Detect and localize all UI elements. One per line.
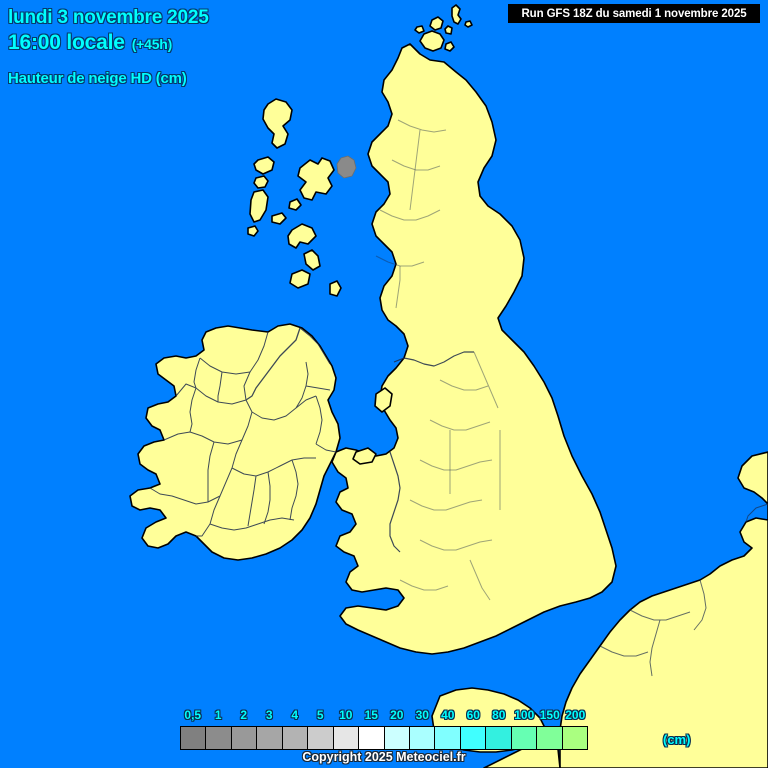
legend-swatch-5[interactable] — [308, 727, 334, 749]
land-shetland — [451, 4, 462, 25]
forecast-date: lundi 3 novembre 2025 — [8, 7, 209, 28]
legend-label-5: 5 — [316, 708, 324, 722]
legend-label-40: 40 — [441, 708, 455, 722]
land-isle-of-man — [374, 387, 393, 413]
legend-label-60: 60 — [466, 708, 480, 722]
land-barra — [247, 225, 259, 237]
legend-label-100: 100 — [514, 708, 535, 722]
land-great-britain — [331, 43, 617, 655]
land-mull — [287, 223, 317, 249]
forecast-lead-time: (+45h) — [131, 36, 173, 52]
legend-swatch-80[interactable] — [486, 727, 512, 749]
legend-label-1: 1 — [214, 708, 222, 722]
administrative-borders — [149, 119, 768, 677]
land-benbecula — [253, 175, 269, 189]
legend-label-200: 200 — [565, 708, 586, 722]
parameter-title: Hauteur de neige HD (cm) — [8, 70, 187, 87]
legend-label-3: 3 — [265, 708, 273, 722]
land-rum — [288, 198, 302, 211]
land-jura — [303, 249, 321, 271]
legend-label-20: 20 — [390, 708, 404, 722]
legend-swatch-3[interactable] — [257, 727, 283, 749]
land-lewis-harris — [262, 98, 293, 149]
land-south-uist — [249, 189, 269, 223]
forecast-time: 16:00 locale — [8, 31, 125, 54]
legend-label-30: 30 — [415, 708, 429, 722]
land-orkney-main — [419, 30, 445, 52]
legend-swatch-1[interactable] — [206, 727, 232, 749]
legend-label-0-5: 0,5 — [184, 708, 202, 722]
land-skye — [297, 157, 335, 201]
legend-swatch-2[interactable] — [231, 727, 258, 749]
legend-swatch-40[interactable] — [435, 727, 461, 749]
land-orkney-tiny — [414, 25, 425, 34]
copyright-notice: Copyright 2025 Meteociel.fr — [302, 750, 466, 764]
forecast-time-row: 16:00 locale (+45h) — [8, 31, 172, 55]
legend-color-bar[interactable] — [180, 726, 588, 750]
snow-depth-overlay — [336, 155, 357, 179]
legend-label-15: 15 — [364, 708, 378, 722]
legend-tick-labels: 0,5 1 2 3 4 5 10 15 20 30 40 60 80 100 150 200 — [180, 708, 588, 726]
land-anglesey — [352, 447, 377, 465]
legend-swatch-100[interactable] — [511, 727, 538, 749]
land-coll-tiree — [271, 212, 287, 225]
land-orkney-north — [429, 16, 444, 31]
legend-swatch-60[interactable] — [460, 727, 487, 749]
legend-swatch-150[interactable] — [537, 727, 563, 749]
legend-unit-label: (cm) — [663, 732, 691, 747]
legend-swatch-200[interactable] — [562, 727, 587, 749]
legend-swatch-30[interactable] — [409, 727, 436, 749]
land-fair-isle — [464, 20, 473, 28]
legend-label-10: 10 — [339, 708, 353, 722]
legend-label-80: 80 — [492, 708, 506, 722]
legend-swatch-20[interactable] — [384, 727, 410, 749]
legend-label-150: 150 — [539, 708, 560, 722]
legend-label-4: 4 — [291, 708, 299, 722]
land-north-uist — [253, 156, 275, 175]
land-arran — [329, 280, 342, 297]
snow-patch-scottish-highlands — [336, 155, 357, 179]
legend-swatch-4[interactable] — [282, 727, 309, 749]
legend-swatch-0-5[interactable] — [181, 727, 207, 749]
model-run-banner: Run GFS 18Z du samedi 1 novembre 2025 — [508, 4, 760, 23]
land-shetland-south — [444, 25, 453, 35]
land-islay — [289, 269, 311, 289]
color-scale-legend[interactable]: 0,5 1 2 3 4 5 10 15 20 30 40 60 80 100 150 200 — [180, 708, 588, 750]
legend-swatch-15[interactable] — [359, 727, 385, 749]
legend-swatch-10[interactable] — [333, 727, 360, 749]
legend-label-2: 2 — [240, 708, 248, 722]
land-orkney-small — [444, 41, 455, 52]
